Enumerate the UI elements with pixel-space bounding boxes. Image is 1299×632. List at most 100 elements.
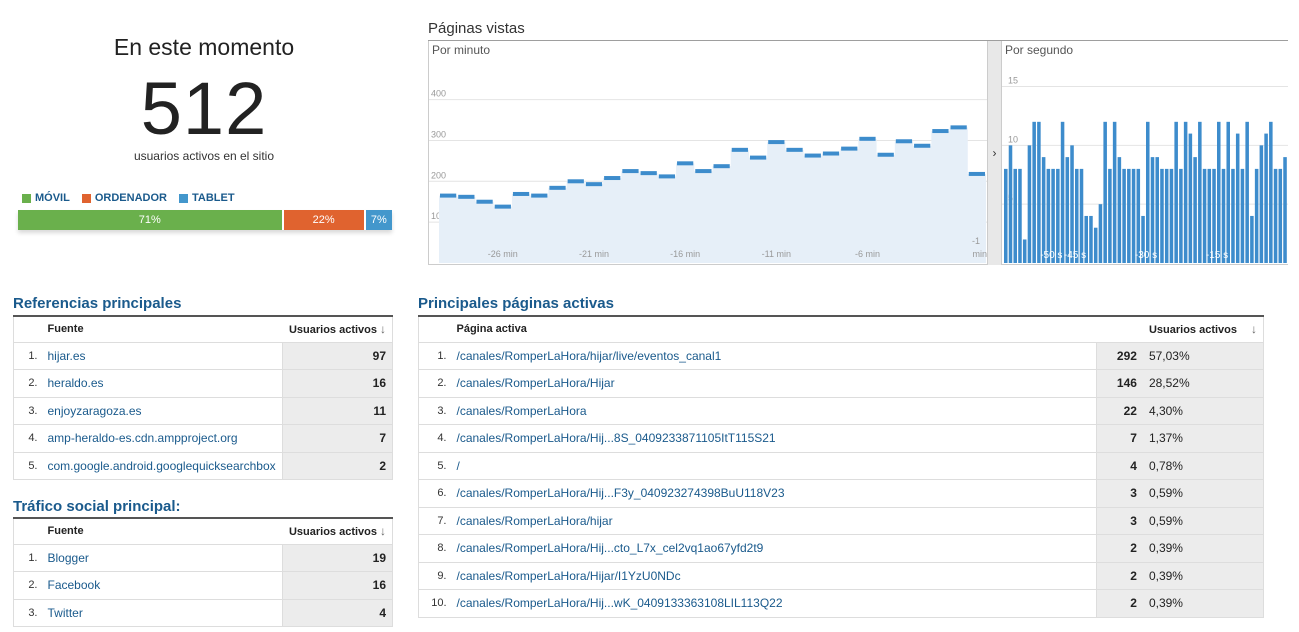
second-bar bbox=[1060, 121, 1065, 263]
page-link[interactable]: /canales/RomperLaHora bbox=[450, 397, 1097, 425]
minute-point bbox=[658, 174, 676, 179]
page-link[interactable]: /canales/RomperLaHora/Hij...wK_040913336… bbox=[450, 589, 1097, 618]
second-bar bbox=[1202, 168, 1207, 263]
page-path: /canales/RomperLaHora/hijar/live/eventos… bbox=[456, 348, 722, 363]
second-bar bbox=[1259, 145, 1264, 263]
page-path: /canales/RomperLaHora/Hij...F3y_04092327… bbox=[456, 486, 785, 501]
source-label: com.google.android.googlequicksearchbox bbox=[47, 458, 276, 473]
col-users-sort[interactable]: Usuarios activos ↓ bbox=[282, 518, 393, 545]
minute-point bbox=[531, 193, 548, 198]
second-bar bbox=[1103, 121, 1107, 263]
second-bar bbox=[1117, 157, 1122, 263]
source-link[interactable]: enjoyzaragoza.es bbox=[41, 397, 283, 425]
second-bar bbox=[1212, 168, 1216, 263]
page-link[interactable]: /canales/RomperLaHora/Hijar bbox=[450, 369, 1097, 398]
y-tick-label: 200 bbox=[431, 170, 446, 180]
source-label: Blogger bbox=[47, 550, 89, 565]
second-bar bbox=[1188, 133, 1193, 263]
second-bar bbox=[1032, 121, 1036, 263]
second-bar bbox=[1193, 157, 1197, 263]
minute-point bbox=[968, 171, 985, 176]
page-link[interactable]: /canales/RomperLaHora/Hij...F3y_04092327… bbox=[450, 479, 1097, 508]
minute-point bbox=[822, 151, 840, 156]
y-tick-label: 300 bbox=[431, 129, 446, 139]
page-link[interactable]: /canales/RomperLaHora/Hij...cto_L7x_cel2… bbox=[450, 534, 1097, 563]
row-number: 2. bbox=[13, 571, 42, 600]
page-link[interactable]: /canales/RomperLaHora/hijar/live/eventos… bbox=[450, 342, 1097, 370]
legend-swatch bbox=[81, 193, 91, 203]
social-title: Tráfico social principal: bbox=[13, 498, 181, 515]
second-bar bbox=[1273, 168, 1278, 263]
page-link[interactable]: /canales/RomperLaHora/hijar bbox=[450, 507, 1097, 535]
second-bar bbox=[1108, 168, 1112, 263]
source-link[interactable]: Facebook bbox=[41, 571, 283, 600]
per-second-chart[interactable]: Por segundo15105-50 s-45 s-30 s-15 s bbox=[1002, 41, 1288, 265]
device-share-segment: 7% bbox=[365, 210, 392, 230]
second-bar bbox=[1155, 157, 1159, 263]
minute-point bbox=[914, 143, 931, 148]
source-link[interactable]: com.google.android.googlequicksearchbox bbox=[41, 452, 283, 480]
second-bar bbox=[1146, 121, 1150, 263]
minute-point bbox=[549, 185, 566, 190]
x-tick-label: -11 min bbox=[762, 249, 791, 259]
minute-point bbox=[622, 169, 639, 174]
users-percent: 57,03% bbox=[1142, 342, 1264, 370]
col-users-sort[interactable]: Usuarios activos ↓ bbox=[1142, 316, 1264, 343]
page-path: /canales/RomperLaHora/Hijar bbox=[456, 376, 615, 391]
second-bar bbox=[1136, 168, 1141, 263]
source-link[interactable]: Twitter bbox=[41, 599, 283, 627]
source-link[interactable]: Blogger bbox=[41, 544, 283, 572]
second-bar bbox=[1235, 133, 1240, 263]
users-percent: 0,59% bbox=[1142, 479, 1264, 508]
second-bar bbox=[1217, 121, 1221, 263]
minute-point bbox=[567, 179, 584, 184]
x-tick-label: -1 bbox=[972, 236, 980, 246]
pageviews-rule bbox=[428, 40, 1288, 41]
source-label: Facebook bbox=[47, 578, 101, 593]
x-tick-label: min bbox=[972, 249, 987, 259]
device-legend-label: ORDENADOR bbox=[94, 192, 167, 204]
second-bar bbox=[1089, 215, 1093, 263]
source-label: amp-heraldo-es.cdn.ampproject.org bbox=[47, 431, 238, 446]
second-bar bbox=[1051, 168, 1055, 263]
y-tick-label: 15 bbox=[1008, 76, 1018, 86]
table-row: 1. Blogger 19 bbox=[13, 544, 393, 572]
source-label: Twitter bbox=[47, 605, 83, 620]
second-bar bbox=[1150, 157, 1155, 263]
page-link[interactable]: / bbox=[450, 452, 1097, 480]
second-bar bbox=[1240, 168, 1245, 263]
table-row: 3. enjoyzaragoza.es 11 bbox=[13, 397, 393, 425]
minute-point bbox=[677, 161, 694, 166]
x-tick-label: -30 s bbox=[1135, 250, 1157, 261]
active-users-count: 512 bbox=[140, 67, 268, 150]
second-bar bbox=[1037, 121, 1041, 263]
second-bar bbox=[1269, 121, 1273, 263]
second-bar bbox=[1245, 121, 1249, 263]
x-tick-label: -21 min bbox=[579, 249, 609, 259]
per-second-label: Por segundo bbox=[1005, 43, 1073, 57]
per-minute-chart[interactable]: Por minuto 400 300 200 100 -26 min -21 min -16 … bbox=[428, 41, 988, 265]
col-users-sort[interactable]: Usuarios activos ↓ bbox=[282, 316, 393, 343]
source-link[interactable]: amp-heraldo-es.cdn.ampproject.org bbox=[41, 424, 283, 453]
page-link[interactable]: /canales/RomperLaHora/Hijar/I1YzU0NDc bbox=[450, 562, 1097, 590]
row-number: 1. bbox=[13, 544, 42, 572]
source-label: heraldo.es bbox=[47, 376, 104, 391]
second-bar bbox=[1264, 133, 1268, 263]
source-link[interactable]: heraldo.es bbox=[41, 369, 283, 398]
referrals-title: Referencias principales bbox=[13, 295, 182, 312]
page-link[interactable]: /canales/RomperLaHora/Hij...8S_040923387… bbox=[450, 424, 1097, 453]
table-row: 3. /canales/RomperLaHora 22 4,30% bbox=[418, 397, 1264, 425]
row-number: 9. bbox=[418, 562, 451, 590]
page-path: /canales/RomperLaHora/Hij...wK_040913336… bbox=[456, 596, 783, 611]
second-bar bbox=[1226, 121, 1230, 263]
second-bar bbox=[1013, 168, 1017, 263]
chart-expand-toggle[interactable]: › bbox=[987, 41, 1002, 265]
row-number: 5. bbox=[418, 452, 451, 480]
source-link[interactable]: hijar.es bbox=[41, 342, 283, 370]
users-percent: 1,37% bbox=[1142, 424, 1264, 453]
table-row: 9. /canales/RomperLaHora/Hijar/I1YzU0NDc 2… bbox=[418, 562, 1264, 590]
users-value: 22 bbox=[1096, 397, 1143, 425]
row-number: 7. bbox=[418, 507, 451, 535]
chevron-right-icon: › bbox=[992, 146, 997, 160]
table-row: 5. com.google.android.googlequicksearchbo… bbox=[13, 452, 393, 480]
